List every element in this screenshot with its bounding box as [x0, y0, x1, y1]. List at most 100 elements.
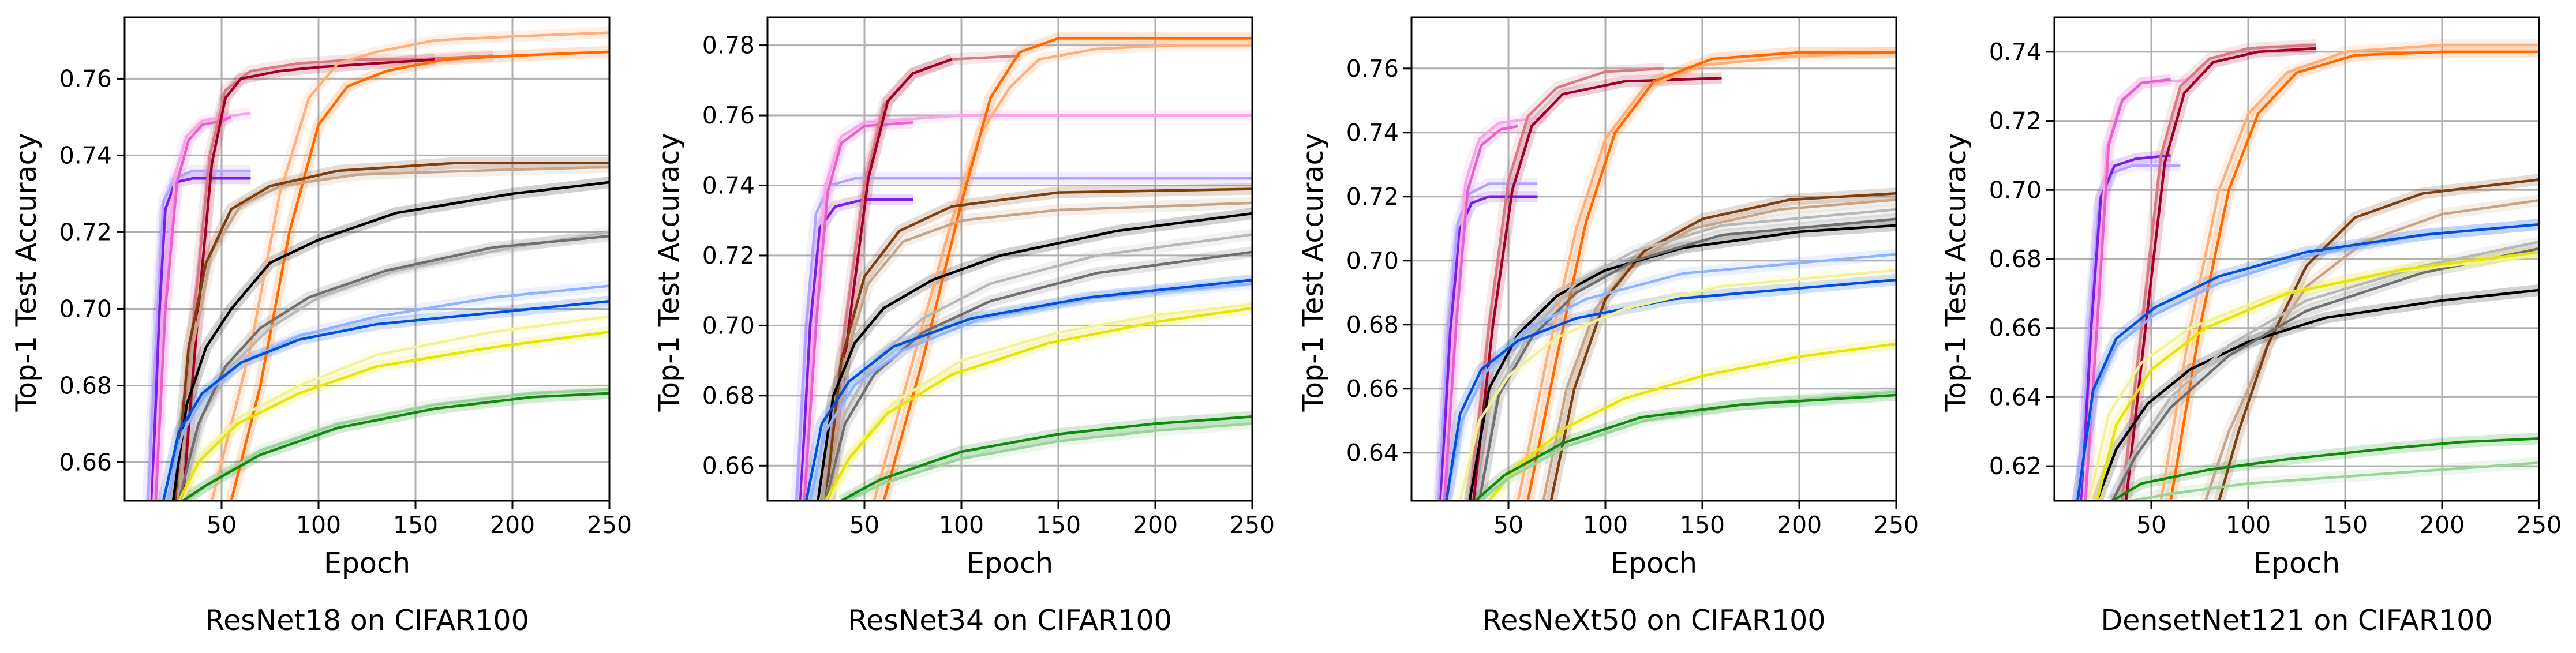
series-line [171, 181, 609, 501]
series-line [166, 284, 609, 501]
series-line [2095, 250, 2539, 501]
y-tick-label: 0.74 [1989, 38, 2042, 66]
series-line [1468, 224, 1896, 501]
series-line [844, 422, 1252, 501]
panel-3: DensetNet121 on CIFAR100 Epoch Top-1 Tes… [1940, 16, 2562, 637]
y-tick-label: 0.68 [59, 371, 112, 399]
x-axis-label: Epoch [324, 547, 410, 580]
series-line [2132, 461, 2539, 501]
series-line [1443, 125, 1519, 501]
series-line [174, 162, 609, 501]
x-tick-label: 50 [849, 511, 879, 539]
y-tick-label: 0.70 [1989, 176, 2042, 204]
x-tick-label: 200 [1133, 511, 1178, 539]
x-axis-label: Epoch [967, 547, 1053, 580]
series-line [840, 415, 1252, 501]
y-tick-label: 0.72 [702, 242, 755, 269]
x-tick-label: 100 [296, 511, 341, 539]
series-line [2121, 43, 2316, 501]
series-line [824, 306, 1252, 501]
y-axis-label: Top-1 Test Accuracy [10, 133, 43, 412]
series-line [2095, 288, 2539, 501]
panel-caption: ResNet18 on CIFAR100 [205, 604, 529, 637]
x-tick-label: 100 [2226, 511, 2271, 539]
y-tick-label: 0.68 [702, 382, 755, 410]
x-tick-label: 150 [1680, 511, 1725, 539]
series-group [2072, 39, 2539, 501]
series-line [824, 187, 1252, 501]
series-line [873, 44, 1252, 501]
y-tick-label: 0.76 [1346, 55, 1399, 82]
series-line [1549, 192, 1896, 501]
panel-2: ResNeXt50 on CIFAR100 Epoch Top-1 Test A… [1297, 16, 1919, 637]
y-tick-label: 0.74 [702, 171, 755, 199]
series-line [2111, 247, 2539, 501]
x-axis-label: Epoch [2253, 547, 2340, 580]
y-tick-label: 0.72 [59, 218, 112, 246]
series-line [824, 233, 1252, 501]
series-group [142, 27, 609, 501]
y-tick-label: 0.74 [59, 141, 112, 169]
series-line [2111, 437, 2539, 501]
series-line [2218, 178, 2539, 501]
axes-frame [123, 16, 611, 502]
series-line [177, 54, 493, 501]
series-line [817, 212, 1252, 501]
y-tick-label: 0.64 [1989, 383, 2042, 411]
series-line [2125, 47, 2316, 501]
series-line [177, 166, 609, 501]
x-tick-label: 250 [587, 511, 632, 539]
x-tick-label: 50 [1493, 511, 1523, 539]
y-tick-label: 0.78 [702, 32, 755, 59]
y-tick-label: 0.66 [702, 452, 755, 479]
panel-0: ResNet18 on CIFAR100 Epoch Top-1 Test Ac… [10, 16, 632, 637]
series-line [1488, 342, 1896, 501]
series-line [178, 331, 609, 501]
x-tick-label: 200 [1777, 511, 1822, 539]
series-line [150, 177, 251, 501]
series-line [1468, 67, 1664, 501]
x-tick-label: 250 [2517, 511, 2562, 539]
series-line [828, 201, 1252, 501]
series-line [177, 234, 609, 501]
series-line [1458, 269, 1896, 501]
series-line [181, 315, 609, 501]
y-tick-label: 0.68 [1989, 245, 2042, 273]
y-tick-label: 0.66 [1346, 375, 1399, 403]
series-line [2169, 50, 2539, 501]
y-axis-label: Top-1 Test Accuracy [653, 133, 686, 412]
y-tick-label: 0.76 [59, 65, 112, 92]
axes-frame [766, 16, 1253, 502]
y-axis-label: Top-1 Test Accuracy [1940, 133, 1972, 412]
y-tick-label: 0.70 [1346, 247, 1399, 275]
series-line [801, 114, 1252, 501]
series-line [803, 121, 913, 501]
series-line [230, 50, 609, 501]
series-line [1472, 77, 1722, 501]
series-line [828, 303, 1252, 501]
series-line [1445, 253, 1896, 501]
x-tick-label: 100 [1583, 511, 1628, 539]
series-line [799, 198, 913, 501]
series-line [211, 31, 609, 501]
panel-1: ResNet34 on CIFAR100 Epoch Top-1 Test Ac… [653, 16, 1275, 637]
series-line [1478, 217, 1896, 501]
y-tick-label: 0.68 [1346, 311, 1399, 339]
x-tick-label: 150 [2323, 511, 2368, 539]
y-tick-label: 0.66 [59, 448, 112, 476]
series-group [791, 32, 1252, 501]
x-tick-label: 200 [2420, 511, 2465, 539]
x-tick-label: 50 [207, 511, 237, 539]
series-line [147, 169, 251, 501]
series-line [2084, 78, 2171, 501]
series-line [2204, 198, 2539, 501]
x-tick-label: 100 [939, 511, 984, 539]
x-tick-label: 250 [1874, 511, 1919, 539]
y-tick-label: 0.62 [1989, 452, 2042, 480]
y-tick-label: 0.70 [702, 312, 755, 339]
series-line [162, 299, 609, 501]
series-line [804, 279, 1252, 501]
x-tick-label: 50 [2136, 511, 2166, 539]
series-line [1445, 278, 1896, 501]
series-line [181, 58, 435, 501]
